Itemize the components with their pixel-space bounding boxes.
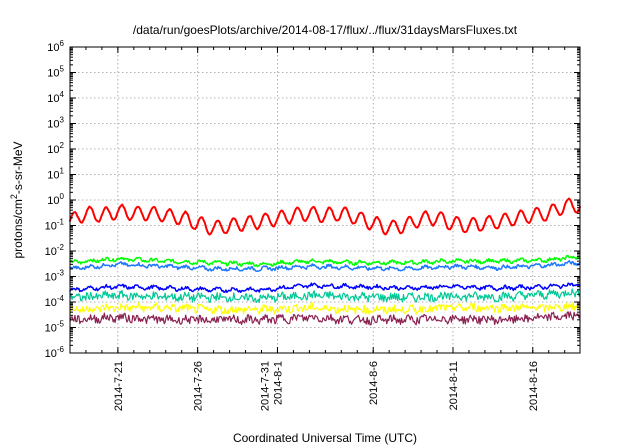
- y-tick-label: 10-2: [45, 243, 65, 258]
- series-line-3: [69, 260, 581, 273]
- y-axis-label: protons/cm2-s-sr-MeV: [9, 141, 25, 258]
- y-tick-label: 10-1: [45, 218, 65, 233]
- series-line-6: [69, 302, 581, 315]
- y-tick-label: 105: [47, 65, 64, 80]
- x-tick-label: 2014-8-16: [528, 361, 540, 411]
- y-tick-label: 10-5: [45, 320, 65, 335]
- x-axis-label: Coordinated Universal Time (UTC): [233, 431, 417, 445]
- series-line-4: [69, 282, 581, 294]
- series-line-5: [69, 288, 581, 304]
- y-tick-label: 10-6: [45, 345, 65, 360]
- y-tick-label: 100: [47, 192, 64, 207]
- series-line-1: [69, 197, 581, 236]
- y-tick-label: 102: [47, 141, 64, 156]
- x-tick-label: 2014-8-11: [448, 361, 460, 410]
- x-tick-label: 2014-7-21: [113, 361, 125, 411]
- y-tick-label: 10-4: [45, 294, 65, 309]
- x-tick-label: 2014-8-1: [272, 361, 284, 405]
- series-line-2: [69, 254, 581, 268]
- y-tick-label: 101: [47, 167, 64, 182]
- x-tick-label: 2014-7-31: [259, 361, 271, 411]
- x-axis: 2014-7-21 2014-7-26 2014-7-31 2014-8-1 2014-…: [69, 47, 566, 411]
- y-axis: 10-6 10-5 10-4 10-3 10-2 10-1 100 101 102 103 104 1…: [45, 39, 580, 360]
- y-tick-label: 10-3: [45, 269, 65, 284]
- x-tick-label: 2014-8-6: [368, 361, 380, 405]
- series-line-7: [69, 311, 581, 326]
- chart-title: /data/run/goesPlots/archive/2014-08-17/f…: [133, 23, 518, 37]
- series-layer: [69, 197, 581, 326]
- y-tick-label: 106: [47, 39, 64, 54]
- y-tick-label: 104: [47, 90, 64, 105]
- x-tick-label: 2014-7-26: [193, 361, 205, 411]
- y-tick-label: 103: [47, 116, 64, 131]
